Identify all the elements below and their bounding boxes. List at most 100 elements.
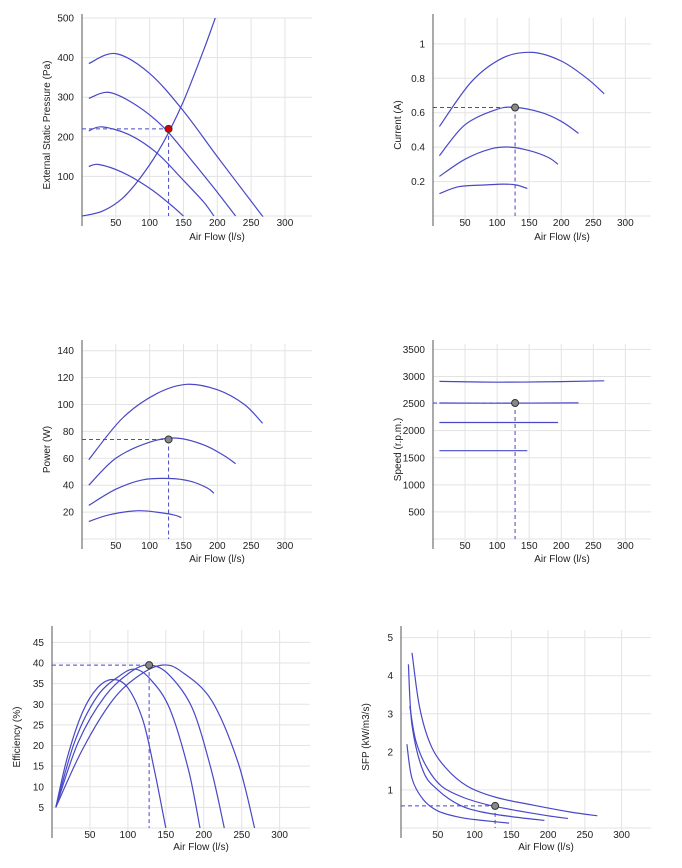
series-line-1: [439, 380, 605, 383]
x-axis-label: Air Flow (l/s): [534, 554, 590, 565]
series-line-1: [55, 678, 167, 829]
series-line-3: [439, 146, 559, 177]
y-axis-label: Efficiency (%): [12, 707, 23, 768]
y-tick-label: 10: [33, 782, 45, 793]
x-tick-label: 250: [576, 830, 593, 841]
x-tick-label: 300: [617, 541, 634, 552]
sfp-chart: 50 100 150 200 250 300 1 2 3 4 5 Air Flow (l/s) SFP …: [361, 626, 651, 853]
y-tick-label: 5: [38, 803, 44, 814]
series-line-3: [88, 126, 215, 217]
series-line-2: [88, 91, 237, 217]
x-tick-label: 250: [585, 541, 602, 552]
y-tick-label: 2000: [403, 426, 426, 437]
y-tick-label: 500: [57, 14, 74, 25]
y-tick-label: 3500: [403, 345, 426, 356]
y-tick-label: 2500: [403, 399, 426, 410]
series-line-5: [81, 17, 216, 217]
x-axis-label: Air Flow (l/s): [189, 554, 245, 565]
x-tick-label: 300: [271, 830, 288, 841]
efficiency-chart: 50 100 150 200 250 300 5 10 15 20 25 30 35 40 45 Air Fl…: [12, 626, 310, 853]
x-tick-label: 100: [141, 541, 158, 552]
x-tick-label: 100: [141, 218, 158, 229]
operating-point-marker: [511, 103, 520, 112]
y-tick-label: 60: [63, 454, 75, 465]
y-axis-label: Current (A): [393, 100, 404, 149]
y-tick-label: 100: [57, 400, 74, 411]
series-group: [88, 383, 264, 523]
series-line-3: [55, 664, 225, 829]
y-tick-label: 20: [33, 741, 45, 752]
series-line-3: [407, 664, 545, 821]
x-tick-label: 150: [175, 541, 192, 552]
y-tick-label: 400: [57, 53, 74, 64]
x-tick-label: 300: [617, 218, 634, 229]
y-tick-label: 0.2: [411, 177, 425, 188]
y-tick-label: 5: [387, 633, 393, 644]
x-tick-label: 200: [195, 830, 212, 841]
series-line-4: [439, 183, 528, 195]
series-group: [81, 17, 264, 217]
y-tick-label: 20: [63, 508, 75, 519]
series-line-1: [411, 652, 598, 817]
y-tick-label: 45: [33, 638, 45, 649]
series-group: [55, 664, 256, 829]
x-tick-label: 300: [613, 830, 630, 841]
x-tick-label: 250: [243, 541, 260, 552]
series-line-3: [88, 477, 215, 506]
x-tick-label: 200: [209, 541, 226, 552]
x-tick-label: 150: [157, 830, 174, 841]
y-tick-label: 1000: [403, 480, 426, 491]
y-tick-label: 3000: [403, 372, 426, 383]
series-group: [406, 652, 598, 824]
series-group: [438, 51, 605, 195]
x-tick-label: 300: [277, 541, 294, 552]
y-tick-label: 1: [387, 785, 393, 796]
y-tick-label: 0.4: [411, 143, 425, 154]
y-tick-label: 30: [33, 700, 45, 711]
series-line-4: [88, 163, 184, 217]
y-tick-label: 2: [387, 747, 393, 758]
y-tick-label: 0.6: [411, 108, 425, 119]
y-tick-label: 40: [63, 481, 75, 492]
y-tick-label: 100: [57, 172, 74, 183]
series-line-4: [55, 664, 256, 829]
y-axis-label: SFP (kW/m3/s): [361, 703, 372, 771]
y-tick-label: 0.8: [411, 74, 425, 85]
operating-point-marker: [164, 124, 173, 133]
x-tick-label: 200: [553, 218, 570, 229]
y-tick-label: 1: [419, 39, 425, 50]
y-tick-label: 140: [57, 346, 74, 357]
y-tick-label: 25: [33, 720, 45, 731]
x-tick-label: 300: [277, 218, 294, 229]
y-tick-label: 40: [33, 659, 45, 670]
x-tick-label: 100: [489, 541, 506, 552]
power-chart: 50 100 150 200 250 300 20 40 60 80 100 120 140 Air Fl…: [42, 340, 312, 565]
x-axis-label: Air Flow (l/s): [518, 842, 574, 853]
y-tick-label: 3: [387, 709, 393, 720]
x-tick-label: 250: [243, 218, 260, 229]
x-tick-label: 100: [120, 830, 137, 841]
y-tick-label: 500: [408, 507, 425, 518]
y-tick-label: 80: [63, 427, 75, 438]
y-tick-label: 120: [57, 373, 74, 384]
current-chart: 50 100 150 200 250 300 0.2 0.4 0.6 0.8 1 Air Flow (…: [393, 14, 651, 243]
x-axis-label: Air Flow (l/s): [173, 842, 229, 853]
x-tick-label: 100: [489, 218, 506, 229]
x-tick-label: 150: [521, 218, 538, 229]
y-axis-label: Speed (r.p.m.): [393, 418, 404, 481]
x-axis-label: Air Flow (l/s): [189, 232, 245, 243]
y-axis-label: External Static Pressure (Pa): [42, 61, 53, 190]
x-axis-label: Air Flow (l/s): [534, 232, 590, 243]
y-tick-label: 15: [33, 762, 45, 773]
pressure-chart: 50 100 150 200 250 300 100 200 300 400 500 Air Flow…: [42, 14, 312, 243]
series-line-1: [88, 52, 264, 217]
series-line-4: [406, 744, 510, 824]
x-tick-label: 200: [540, 830, 557, 841]
y-tick-label: 4: [387, 671, 393, 682]
x-tick-label: 50: [110, 541, 122, 552]
x-tick-label: 100: [466, 830, 483, 841]
y-tick-label: 35: [33, 679, 45, 690]
speed-chart: 50 100 150 200 250 300 500 1000 1500 2000 2500 3000…: [393, 340, 651, 565]
operating-point-marker: [511, 399, 520, 408]
